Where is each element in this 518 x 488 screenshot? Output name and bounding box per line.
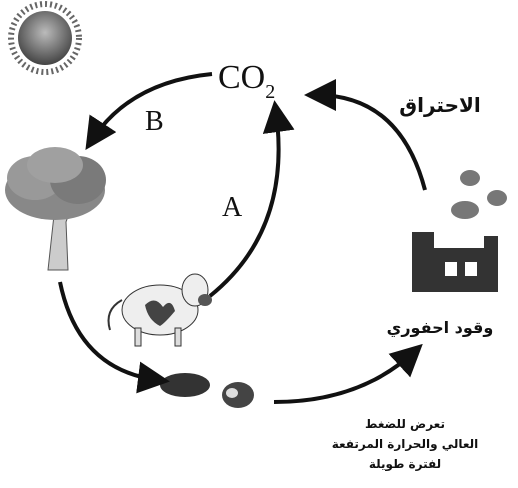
condition-line: العالي والحرارة المرتفعة xyxy=(332,437,479,452)
carbon-cycle-diagram: CO2 B A الاحتراق وقود احفوري تعرض للضغط … xyxy=(0,0,518,488)
combustion-label: الاحتراق xyxy=(399,93,481,117)
co2-sub: 2 xyxy=(265,81,275,103)
label-a: A xyxy=(222,192,243,223)
cow xyxy=(109,274,213,346)
arrows xyxy=(60,74,425,402)
arrow-fossilization xyxy=(274,352,414,402)
condition-line: لفترة طويلة xyxy=(369,457,441,472)
fossil-fuel-label: وقود احفوري xyxy=(387,318,494,338)
arrow-a xyxy=(210,112,279,296)
co2-main: CO xyxy=(218,59,265,96)
sun xyxy=(11,4,79,72)
condition-line: تعرض للضغط xyxy=(365,417,445,431)
co2-label: CO2 xyxy=(218,59,275,103)
dead-organisms xyxy=(160,373,254,408)
label-b: B xyxy=(145,106,164,137)
tree xyxy=(5,147,106,270)
